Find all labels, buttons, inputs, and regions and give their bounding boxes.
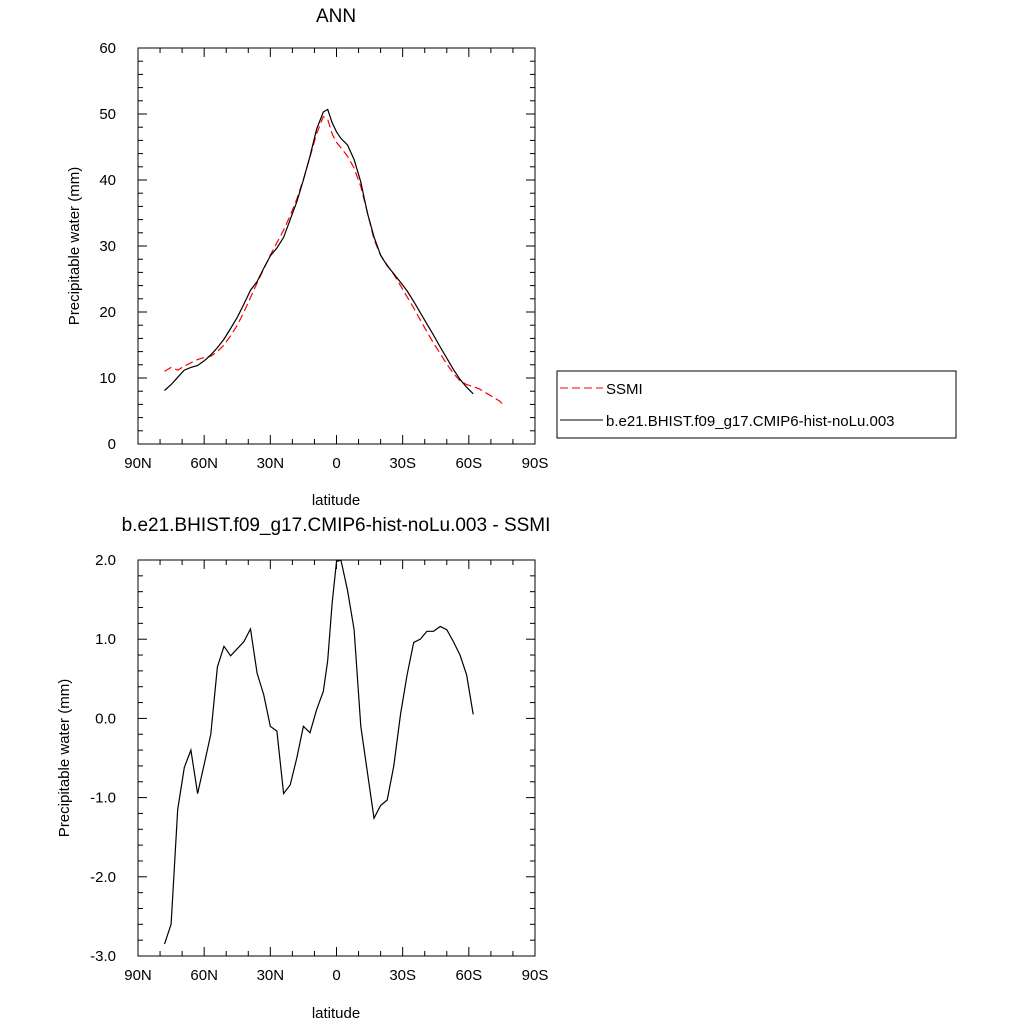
x-tick-label: 30N (257, 967, 285, 984)
y-tick-label: 40 (99, 172, 116, 189)
y-tick-label: 0.0 (95, 710, 116, 727)
axis-ticks: 90N 60N 30N 0 30S 60S 90S -3.0 -2.0 -1.0 0.0 1.0 2.0 (90, 552, 548, 984)
y-tick-label: 20 (99, 304, 116, 321)
x-tick-label: 60N (190, 967, 218, 984)
y-axis-label: Precipitable water (mm) (66, 167, 83, 325)
plot-marks (164, 108, 505, 407)
y-tick-label: -2.0 (90, 869, 116, 886)
legend-label-model: b.e21.BHIST.f09_g17.CMIP6-hist-noLu.003 (606, 413, 895, 430)
axis-ticks: 90N 60N 30N 0 30S 60S 90S 0 10 20 30 40 50 60 (99, 40, 548, 472)
y-tick-label: 10 (99, 370, 116, 387)
annual-mean-panel: ANN 90N 60N 30N 0 30S 60S 90S 0 10 20 30 40 50 60 Pre… (66, 6, 548, 509)
y-tick-label: 60 (99, 40, 116, 57)
y-axis-label: Precipitable water (mm) (56, 679, 73, 837)
legend-label-ssmi: SSMI (606, 381, 643, 398)
x-tick-label: 30S (389, 455, 416, 472)
panel-title: b.e21.BHIST.f09_g17.CMIP6-hist-noLu.003 … (122, 515, 551, 536)
plot-marks (163, 559, 474, 945)
plot-frame (137, 559, 536, 957)
y-tick-label: 0 (108, 436, 116, 453)
legend: SSMI b.e21.BHIST.f09_g17.CMIP6-hist-noLu… (556, 370, 957, 439)
x-axis-label: latitude (312, 1005, 360, 1022)
y-tick-label: 2.0 (95, 552, 116, 569)
difference-panel: b.e21.BHIST.f09_g17.CMIP6-hist-noLu.003 … (56, 515, 550, 1022)
x-tick-label: 60S (455, 967, 482, 984)
series-line-1 (164, 108, 474, 395)
x-tick-label: 60N (190, 455, 218, 472)
x-tick-label: 30N (257, 455, 285, 472)
x-tick-label: 0 (332, 455, 340, 472)
panel-title: ANN (316, 6, 356, 27)
x-tick-label: 90S (522, 967, 549, 984)
x-tick-label: 30S (389, 967, 416, 984)
plot-frame (137, 47, 536, 445)
x-tick-label: 60S (455, 455, 482, 472)
y-tick-label: -1.0 (90, 790, 116, 807)
x-tick-label: 90S (522, 455, 549, 472)
series-line-0 (164, 115, 505, 407)
x-tick-label: 0 (332, 967, 340, 984)
y-tick-label: 50 (99, 106, 116, 123)
y-tick-label: 1.0 (95, 631, 116, 648)
y-tick-label: -3.0 (90, 948, 116, 965)
y-tick-label: 30 (99, 238, 116, 255)
series-line-0 (163, 559, 474, 945)
legend-box (556, 370, 957, 439)
x-axis-label: latitude (312, 492, 360, 509)
x-tick-label: 90N (124, 967, 152, 984)
x-tick-label: 90N (124, 455, 152, 472)
